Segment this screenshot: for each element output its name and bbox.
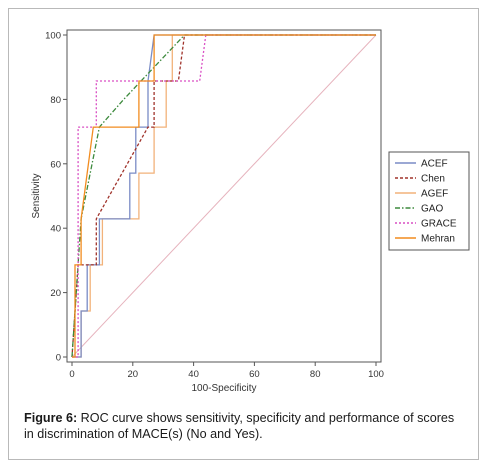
y-tick-label: 20 — [50, 288, 61, 299]
x-tick-label: 40 — [188, 369, 199, 380]
series-line-acef — [72, 34, 376, 358]
legend-label-grace: GRACE — [421, 219, 457, 230]
legend-label-agef: AGEF — [421, 189, 448, 200]
series-line-grace — [72, 34, 376, 358]
y-tick-label: 80 — [50, 95, 61, 106]
chart-axes: 0 20 40 60 80 100 0 20 40 60 80 100 100-Specificity S… — [31, 29, 384, 394]
y-tick-label: 40 — [50, 224, 61, 235]
legend-label-acef: ACEF — [421, 159, 448, 170]
legend-label-mehran: Mehran — [421, 234, 455, 245]
y-axis-label: Sensitivity — [31, 173, 42, 218]
series-line-chen — [71, 34, 376, 358]
series-line-reference — [71, 34, 377, 358]
chart-legend: ACEF Chen AGEF GAO GRACE Mehran — [388, 151, 470, 251]
caption-label: Figure 6: — [24, 411, 78, 425]
y-tick-label: 100 — [45, 31, 61, 42]
figure-caption: Figure 6: ROC curve shows sensitivity, s… — [24, 410, 464, 442]
x-tick-label: 100 — [368, 369, 384, 380]
legend-box — [388, 151, 470, 251]
plot-area-border — [66, 29, 382, 363]
chart-series — [71, 34, 377, 358]
series-line-mehran — [72, 34, 376, 358]
x-tick-label: 20 — [128, 369, 139, 380]
y-tick-label: 0 — [56, 353, 61, 364]
x-axis-label: 100-Specificity — [191, 383, 256, 394]
legend-label-chen: Chen — [421, 174, 445, 185]
legend-label-gao: GAO — [421, 204, 443, 215]
x-tick-label: 60 — [249, 369, 260, 380]
x-tick-label: 0 — [69, 369, 74, 380]
y-tick-label: 60 — [50, 159, 61, 170]
caption-text: ROC curve shows sensitivity, specificity… — [24, 411, 455, 441]
x-tick-label: 80 — [310, 369, 321, 380]
